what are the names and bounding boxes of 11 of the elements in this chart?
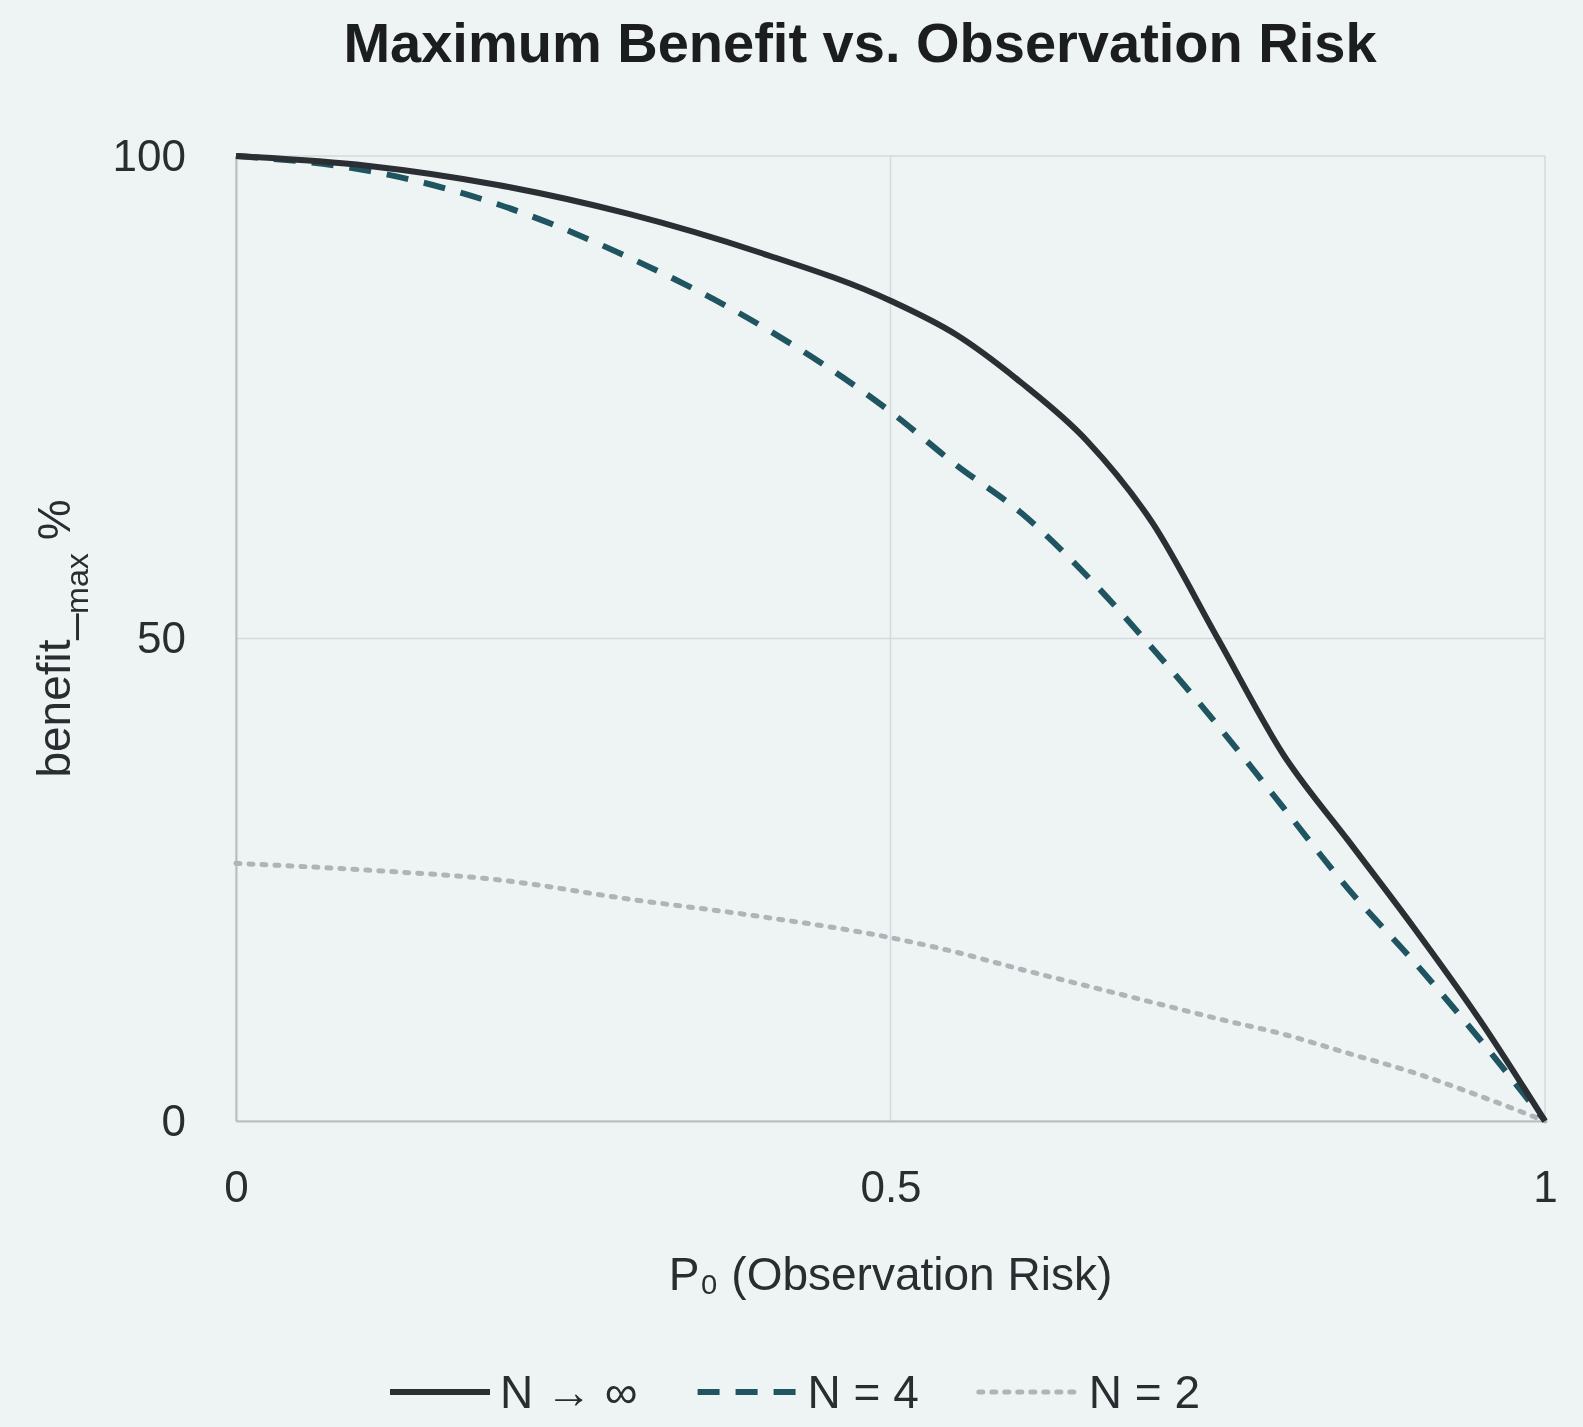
y-tick-label: 50 [137,613,186,663]
y-tick-label: 100 [112,130,186,180]
y-tick-label: 0 [161,1095,186,1145]
x-tick-label: 1 [1533,1161,1558,1211]
x-axis-title: P₀ (Observation Risk) [668,1248,1113,1300]
chart-title: Maximum Benefit vs. Observation Risk [343,11,1378,74]
legend-label: N = 2 [1088,1366,1201,1418]
x-tick-label: 0 [224,1161,249,1211]
x-tick-label: 0.5 [860,1161,922,1211]
legend-label: N = 4 [807,1366,919,1418]
legend-label: N → ∞ [500,1366,638,1418]
